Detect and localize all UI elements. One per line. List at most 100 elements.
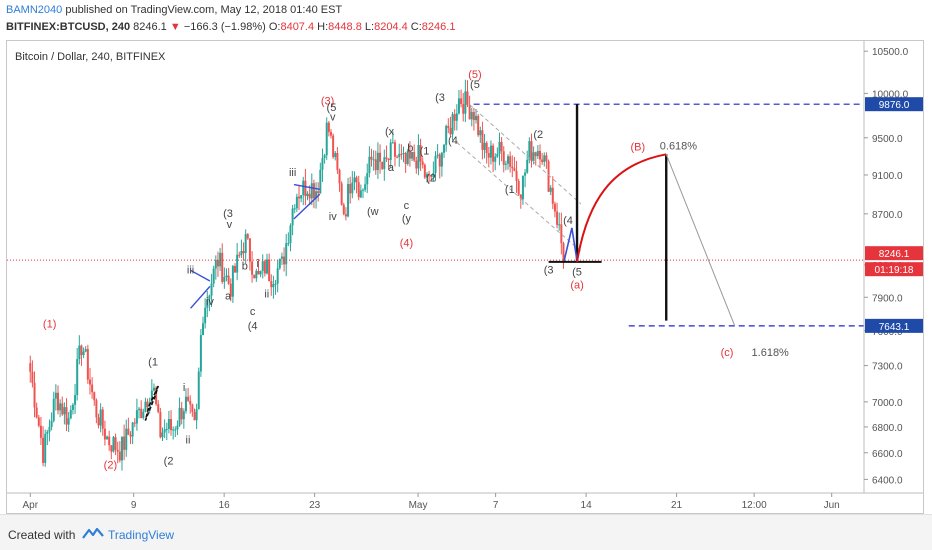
candle-body (361, 189, 364, 191)
wave-label: (4 (448, 135, 458, 147)
candle-body (263, 261, 266, 274)
wave-label: (4 (248, 321, 258, 333)
candle-body (475, 115, 478, 121)
wave-label: (B) (630, 142, 645, 154)
candle-body (272, 284, 275, 288)
candle-body (197, 371, 200, 410)
candle-body (517, 180, 520, 195)
triangle-a-bottom (190, 285, 211, 309)
candle-body (261, 261, 264, 271)
candle-body (236, 254, 239, 273)
candle-body (445, 125, 448, 145)
candle-body (287, 243, 290, 245)
candle-body (381, 161, 384, 169)
wave-label: (5 (572, 267, 582, 279)
wave-label: ii (264, 288, 269, 300)
fib-annotation: 1.618% (752, 347, 790, 359)
wave-label: iii (289, 167, 296, 179)
candle-body (127, 428, 130, 435)
created-with-text: Created with (8, 528, 76, 542)
candle-body (74, 395, 77, 405)
candle-body (112, 437, 115, 452)
candle-body (483, 142, 486, 150)
candle-body (184, 396, 187, 412)
candle-body (406, 150, 409, 164)
candle-body (129, 434, 132, 437)
candle-body (285, 243, 288, 265)
price-chart[interactable]: (1)(2)(3)(4)(5)(a)(B)(c)(1(2iiiiiiiv(3va… (7, 41, 923, 513)
price-axis[interactable]: 6400.06600.06800.07000.07300.07600.07900… (863, 41, 923, 493)
candle-body (174, 429, 177, 431)
tradingview-logo-icon (82, 527, 104, 539)
candle-body (447, 125, 450, 128)
time-axis[interactable]: Apr 9 16 23 May 7 14 21 12:00 Jun (7, 492, 923, 511)
candle-body (500, 141, 503, 152)
tradingview-brand[interactable]: TradingView (108, 528, 175, 542)
candle-body (48, 426, 51, 432)
wave-label: i (183, 382, 185, 394)
price-tick-label: 6600.0 (872, 449, 903, 460)
candle-body (304, 180, 307, 197)
chart-container[interactable]: (1) (2) (3) (4) (5) (a) (B) (c) (1 (2 i ii iii iv (3 v a… (6, 40, 924, 514)
candle-body (389, 142, 392, 161)
publish-text: published on TradingView.com, May 12, 20… (65, 4, 343, 16)
candle-body (140, 408, 143, 419)
candle-body (541, 159, 544, 163)
candle-body (300, 195, 303, 199)
wave-label: c (404, 200, 410, 212)
candle-body (110, 445, 113, 452)
wave-label: a (388, 162, 395, 174)
candle-body (157, 404, 160, 412)
candle-body (432, 172, 435, 177)
candle-body (306, 193, 309, 197)
candle-body (530, 141, 533, 161)
candle-body (276, 268, 279, 284)
candle-body (404, 153, 407, 164)
candle-body (255, 270, 258, 279)
candle-body (195, 409, 198, 421)
candle-body (453, 114, 456, 121)
candle-body (430, 175, 433, 177)
candle-body (366, 173, 369, 185)
candle-body (212, 268, 215, 284)
price-tag-label: 8246.1 (879, 249, 910, 260)
candle-body (182, 411, 185, 420)
candle-body (61, 403, 64, 415)
candle-body (411, 151, 414, 159)
candle-body (219, 252, 222, 267)
candle-body (101, 409, 104, 429)
wave-label: (2) (104, 460, 117, 472)
open-value: 8407.4 (280, 21, 315, 33)
candle-body (479, 130, 482, 136)
candle-body (329, 132, 332, 136)
candle-body (159, 411, 162, 438)
candle-body (31, 371, 34, 383)
candle-body (502, 151, 505, 165)
author-link[interactable]: BAMN2040 (6, 4, 63, 16)
candle-body (338, 169, 341, 184)
time-tick-label: 23 (309, 500, 321, 511)
price-change: −166.3 (−1.98%) (183, 21, 266, 33)
low-value: 8204.4 (374, 21, 408, 33)
wave-label: (1 (420, 145, 430, 157)
candle-body (477, 115, 480, 136)
wave-labels: (1)(2)(3)(4)(5)(a)(B)(c)(1(2iiiiiiiv(3va… (43, 69, 789, 472)
candle-body (268, 259, 271, 282)
footer: Created with TradingView (0, 514, 932, 550)
candle-body (138, 408, 141, 411)
candle-body (396, 156, 399, 158)
candle-body (526, 159, 529, 173)
candle-body (466, 91, 469, 105)
wave-label: (x (385, 126, 395, 138)
candle-body (472, 112, 475, 121)
wave-label: v (330, 112, 336, 124)
candle-body (291, 208, 294, 226)
candle-body (400, 153, 403, 155)
candle-body (208, 295, 211, 300)
candle-body (298, 196, 301, 199)
price-tag-label: 01:19:18 (875, 265, 914, 276)
candle-body (244, 234, 247, 254)
candle-body (108, 436, 111, 446)
candle-body (385, 157, 388, 159)
wave-label: (y (402, 213, 412, 225)
